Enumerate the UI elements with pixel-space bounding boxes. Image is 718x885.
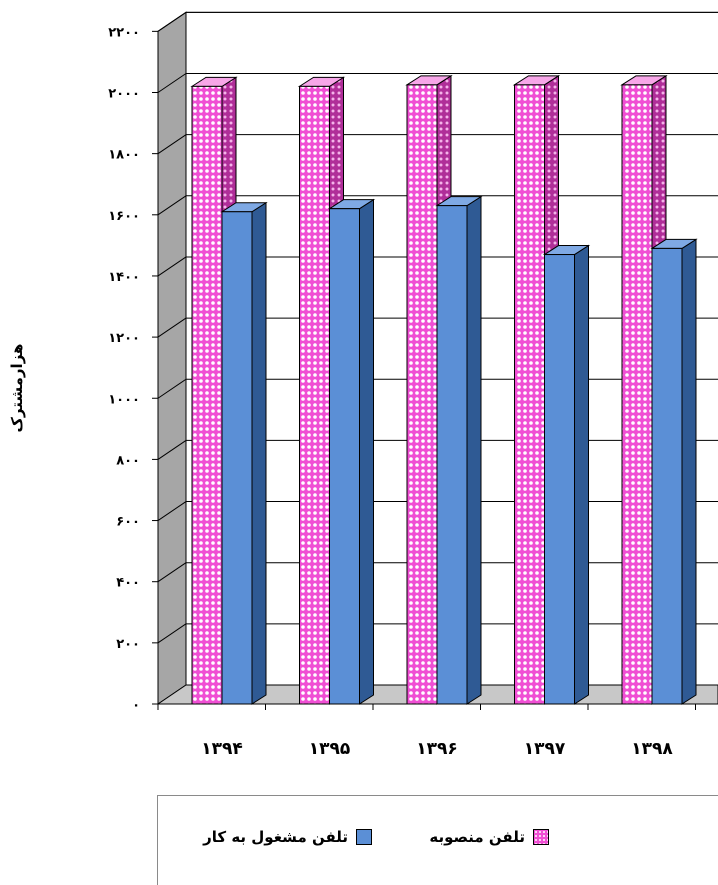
x-tick-label: ۱۳۹۵: [309, 739, 351, 759]
y-tick-label: ۱۰۰۰: [108, 392, 140, 407]
y-tick-label: ۴۰۰: [116, 576, 140, 591]
bar-in-service: [542, 244, 591, 705]
gridline-side: [157, 11, 187, 32]
gridline-side: [157, 195, 187, 216]
y-tick-label: ۲۰۰۰: [108, 87, 140, 102]
y-tick-label: ۸۰۰: [116, 453, 140, 468]
legend-swatch-in-service: [356, 829, 372, 845]
axes: [152, 30, 718, 710]
legend-item-in-service: تلفن مشغول به کار: [203, 828, 372, 846]
bar-in-service: [650, 238, 698, 705]
x-tick-label: ۱۳۹۸: [631, 739, 673, 759]
y-tick-label: ۲۲۰۰: [108, 25, 140, 40]
gridline-side: [157, 439, 187, 460]
bar-in-service: [327, 198, 376, 705]
x-tick-label: ۱۳۹۷: [524, 739, 566, 759]
legend-label-installed: تلفن منصوبه: [429, 828, 525, 846]
legend-label-in-service: تلفن مشغول به کار: [203, 828, 348, 846]
y-tick-label: ۶۰۰: [116, 515, 140, 530]
y-tick-label: ۱۶۰۰: [108, 209, 140, 224]
x-tick-label: ۱۳۹۴: [201, 739, 243, 759]
gridline-side: [157, 378, 187, 399]
gridline-side: [157, 623, 187, 644]
y-tick-label: ۱۸۰۰: [108, 148, 140, 163]
y-tick-label: ۱۲۰۰: [108, 331, 140, 346]
legend-swatch-installed: [533, 829, 549, 845]
y-tick-label: ۰: [132, 698, 140, 713]
bar-in-service: [220, 201, 268, 705]
gridline-side: [157, 134, 187, 155]
legend: تلفن منصوبه تلفن مشغول به کار: [157, 795, 718, 885]
legend-item-installed: تلفن منصوبه: [429, 828, 549, 846]
y-tick-label: ۲۰۰: [116, 637, 140, 652]
bars: [190, 74, 698, 705]
side-wall: [157, 11, 187, 705]
bar-in-service: [435, 195, 483, 705]
y-axis-title: هزارمشترک: [8, 344, 26, 433]
y-tick-label: ۱۴۰۰: [108, 270, 140, 285]
axis-labels: ۰ ۲۰۰ ۴۰۰ ۶۰۰ ۸۰۰ ۱۰۰۰ ۱۲۰۰ ۱۴۰۰ ۱۶۰۰ ۱۸۰۰ ۲۰۰۰ ۲۲۰…: [8, 25, 673, 759]
x-tick-label: ۱۳۹۶: [416, 739, 458, 759]
gridline-side: [157, 256, 187, 277]
gridline-side: [157, 562, 187, 583]
gridline-side: [157, 317, 187, 338]
gridline-side: [157, 73, 187, 93]
gridline-side: [157, 501, 187, 521]
